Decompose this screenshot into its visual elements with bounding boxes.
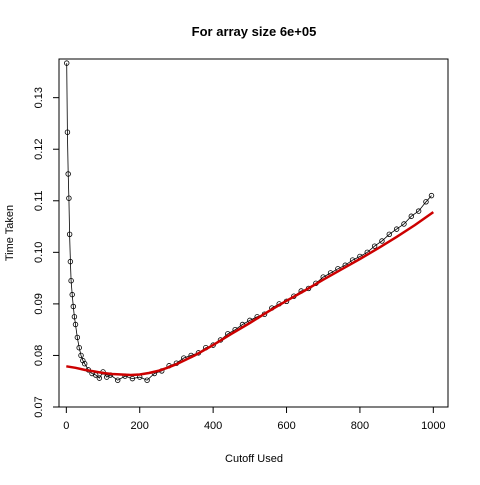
data-point xyxy=(68,277,74,284)
data-point xyxy=(371,243,378,249)
data-point xyxy=(72,321,79,328)
data-point xyxy=(129,375,136,382)
y-tick-label: 0.11 xyxy=(33,190,45,211)
data-point xyxy=(144,377,150,383)
x-tick-label: 800 xyxy=(351,420,369,432)
y-axis: 0.07 0.08 0.09 0.10 0.11 0.12 0.13 xyxy=(33,87,59,418)
data-point xyxy=(64,129,71,135)
data-point xyxy=(379,238,385,244)
plot-frame xyxy=(58,58,449,408)
x-tick-label: 1000 xyxy=(421,420,445,432)
y-tick-label: 0.10 xyxy=(33,242,45,263)
data-line xyxy=(66,63,432,381)
x-tick-label: 200 xyxy=(131,420,149,432)
data-point xyxy=(408,213,415,219)
y-tick-label: 0.07 xyxy=(33,396,45,417)
x-axis: 0 200 400 600 800 1000 xyxy=(63,407,446,432)
x-tick-label: 0 xyxy=(63,420,69,432)
data-point xyxy=(423,199,429,205)
data-point xyxy=(96,375,103,381)
data-point xyxy=(66,195,72,201)
data-point xyxy=(74,334,81,341)
smooth-fit-line xyxy=(66,211,435,377)
y-tick-label: 0.12 xyxy=(33,139,45,160)
x-axis-label: Cutoff Used xyxy=(225,453,283,465)
chart-title: For array size 6e+05 xyxy=(192,24,317,39)
data-point xyxy=(64,60,70,66)
data-point xyxy=(386,231,392,237)
data-point xyxy=(69,291,75,298)
x-tick-label: 600 xyxy=(277,420,295,432)
data-point xyxy=(66,231,73,237)
data-point xyxy=(415,208,422,214)
x-tick-label: 400 xyxy=(204,420,222,432)
data-point xyxy=(81,360,88,367)
data-point xyxy=(76,345,82,351)
y-tick-label: 0.09 xyxy=(33,293,45,314)
data-point xyxy=(70,303,77,310)
data-point xyxy=(78,352,84,359)
data-point xyxy=(401,221,407,227)
y-tick-label: 0.08 xyxy=(33,345,45,366)
data-point xyxy=(115,377,121,383)
data-point xyxy=(67,258,74,265)
data-point xyxy=(65,171,71,177)
data-point xyxy=(393,226,400,232)
data-point xyxy=(428,192,435,199)
plot-area xyxy=(64,60,435,383)
data-point xyxy=(71,314,78,320)
y-axis-label: Time Taken xyxy=(4,205,16,261)
y-tick-label: 0.13 xyxy=(33,87,45,108)
